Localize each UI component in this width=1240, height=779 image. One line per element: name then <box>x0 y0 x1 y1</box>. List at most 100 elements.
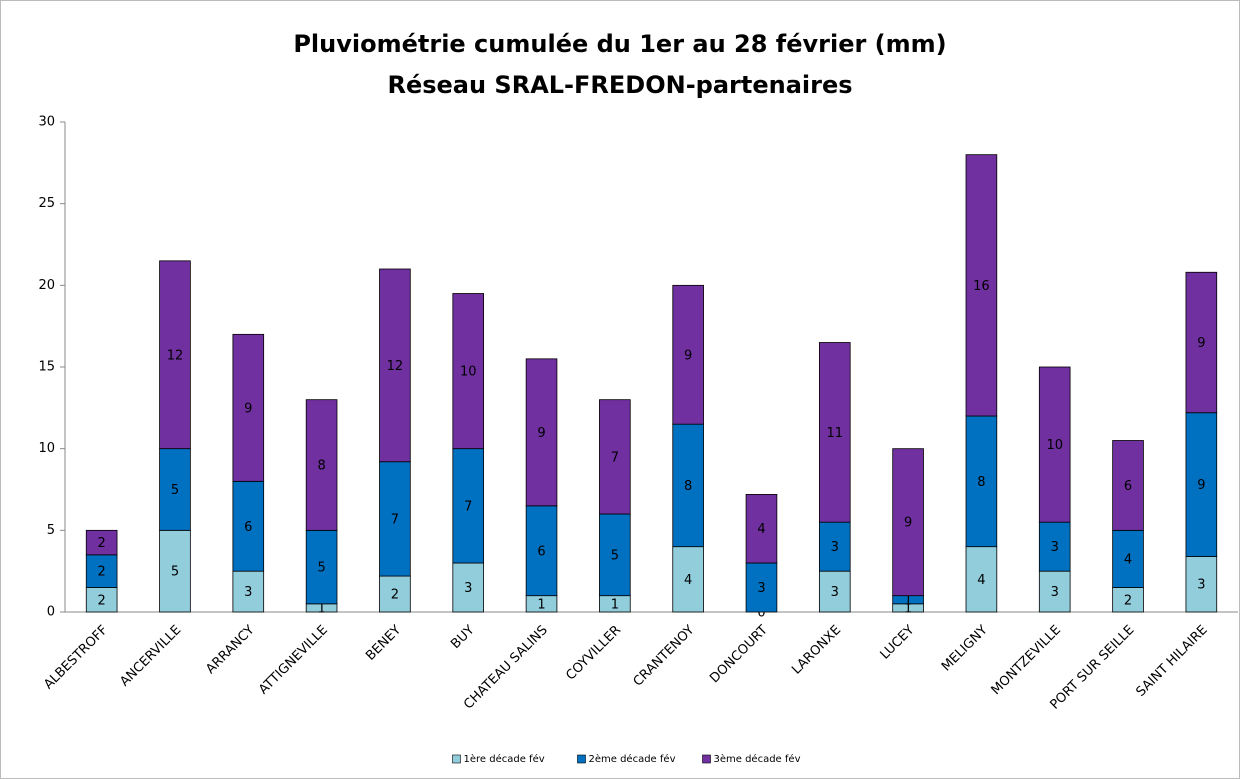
y-tick-label: 30 <box>38 115 55 130</box>
value-label: 1 <box>904 593 912 608</box>
bar-segment <box>379 461 411 577</box>
legend-label: 2ème décade fév <box>589 753 676 765</box>
value-label: 7 <box>611 450 619 465</box>
bar-segment <box>232 480 265 572</box>
value-label: 8 <box>317 459 325 474</box>
value-label: 9 <box>537 426 545 441</box>
y-tick-label: 0 <box>47 605 55 620</box>
value-label: 2 <box>1124 593 1132 608</box>
value-label: 3 <box>1051 585 1059 600</box>
bar-segment <box>305 529 338 605</box>
value-label: 0 <box>757 606 765 621</box>
value-label: 5 <box>611 548 619 563</box>
value-label: 6 <box>1124 479 1132 494</box>
value-label: 1 <box>537 597 545 612</box>
bar-segment <box>305 399 338 531</box>
value-label: 8 <box>977 475 985 490</box>
legend-label: 3ème décade fév <box>714 753 801 765</box>
bar-segment <box>965 415 998 548</box>
bar-segment <box>159 529 191 613</box>
bar-segment <box>452 293 485 450</box>
bar-segment <box>1185 556 1218 613</box>
value-label: 7 <box>464 499 472 514</box>
bar-segment <box>1112 587 1144 613</box>
value-label: 2 <box>98 536 106 551</box>
value-label: 4 <box>977 573 985 588</box>
value-label: 2 <box>98 593 106 608</box>
bar-segment <box>965 154 998 417</box>
y-tick-label: 25 <box>38 196 55 211</box>
value-label: 10 <box>1046 438 1063 453</box>
value-label: 3 <box>831 540 839 555</box>
value-label: 3 <box>757 581 765 596</box>
bar-segment <box>1038 521 1071 572</box>
value-label: 1 <box>904 601 912 616</box>
legend-swatch <box>577 754 586 764</box>
chart-title: Pluviométrie cumulée du 1er au 28 févrie… <box>293 30 946 58</box>
bar-segment <box>159 448 191 531</box>
y-tick-label: 15 <box>38 360 55 375</box>
value-label: 10 <box>460 365 477 380</box>
value-label: 4 <box>684 573 692 588</box>
bar-segment <box>672 423 704 548</box>
bar-segment <box>672 284 704 425</box>
bar-segment <box>745 493 778 564</box>
value-label: 11 <box>827 426 844 441</box>
bar-segment <box>379 575 411 613</box>
value-label: 1 <box>611 597 619 612</box>
y-tick-label: 10 <box>38 441 55 456</box>
bar-segment <box>1185 271 1218 414</box>
value-label: 16 <box>973 279 990 294</box>
value-label: 1 <box>317 601 325 616</box>
y-tick-label: 5 <box>47 523 55 538</box>
bar-segment <box>452 448 485 564</box>
value-label: 9 <box>904 516 912 531</box>
value-label: 3 <box>1051 540 1059 555</box>
bar-segment <box>599 513 631 597</box>
bar-segment <box>1112 529 1144 588</box>
value-label: 6 <box>537 544 545 559</box>
value-label: 2 <box>98 565 106 580</box>
value-label: 12 <box>167 348 184 363</box>
value-label: 8 <box>684 479 692 494</box>
value-label: 12 <box>387 359 404 374</box>
bar-segment <box>892 448 924 597</box>
bar-segment <box>672 546 704 613</box>
value-label: 3 <box>244 585 252 600</box>
bar-segment <box>818 521 851 572</box>
chart-subtitle: Réseau SRAL-FREDON-partenaires <box>387 71 852 99</box>
value-label: 3 <box>464 581 472 596</box>
bar-segment <box>159 260 191 450</box>
value-label: 3 <box>1197 578 1205 593</box>
bar-segment <box>85 529 118 556</box>
value-label: 9 <box>244 401 252 416</box>
legend-swatch <box>702 754 711 764</box>
value-label: 4 <box>1124 552 1132 567</box>
value-label: 9 <box>684 348 692 363</box>
value-label: 9 <box>1197 478 1205 493</box>
value-label: 7 <box>391 512 399 527</box>
bar-segment <box>525 505 558 597</box>
bar-segment <box>599 399 631 515</box>
value-label: 5 <box>171 483 179 498</box>
legend-label: 1ère décade fév <box>464 753 545 765</box>
bar-segment <box>818 570 851 613</box>
y-tick-label: 20 <box>38 278 55 293</box>
value-label: 6 <box>244 520 252 535</box>
bar-segment <box>379 268 411 463</box>
bar-segment <box>1038 366 1071 523</box>
bar-segment <box>85 587 118 613</box>
bar-segment <box>525 358 558 507</box>
bar-segment <box>1038 570 1071 613</box>
bar-segment <box>818 342 851 523</box>
value-label: 4 <box>757 522 765 537</box>
value-label: 5 <box>171 565 179 580</box>
value-label: 9 <box>1197 336 1205 351</box>
value-label: 3 <box>831 585 839 600</box>
value-label: 2 <box>391 588 399 603</box>
bar-segment <box>232 333 265 482</box>
value-label: 5 <box>317 561 325 576</box>
bar-segment <box>232 570 265 613</box>
